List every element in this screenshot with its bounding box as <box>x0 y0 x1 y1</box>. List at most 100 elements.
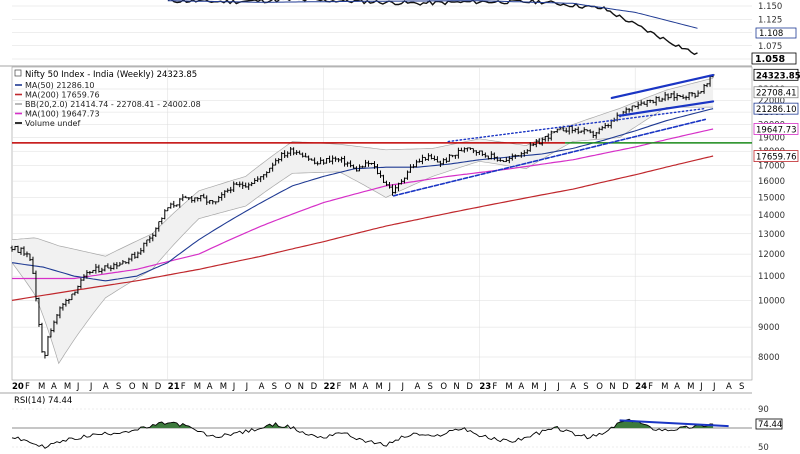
value-tag: 22708.41 <box>754 87 798 99</box>
top-ma-tag-text: 1.108 <box>759 29 783 39</box>
rsi-title: RSI(14) 74.44 <box>14 396 72 406</box>
value-tag: 17659.76 <box>754 151 798 163</box>
legend-label-ma200: MA(200) 17659.76 <box>25 91 100 100</box>
x-axis-label: D <box>622 382 629 392</box>
rsi-line <box>12 419 713 448</box>
value-tag-text: 21286.10 <box>756 105 797 115</box>
x-axis-label: 22 <box>324 382 336 392</box>
price-y-tick-label: 15000 <box>758 193 785 203</box>
x-axis-label: A <box>259 382 265 392</box>
x-axis-label: A <box>570 382 576 392</box>
x-axis-label: F <box>492 382 497 392</box>
price-y-tick-label: 12000 <box>758 250 785 260</box>
x-axis-label: M <box>376 382 383 392</box>
legend-label-bb: BB(20,2.0) 21414.74 - 22708.41 - 24002.0… <box>25 100 201 109</box>
x-axis-label: M <box>64 382 71 392</box>
legend-label-ma100: MA(100) 19647.73 <box>25 110 100 119</box>
x-axis-label: S <box>739 382 744 392</box>
x-axis-label: S <box>272 382 277 392</box>
value-tag: 19647.73 <box>754 123 798 135</box>
x-axis-label: J <box>556 382 560 392</box>
x-axis-label: F <box>648 382 653 392</box>
x-axis-label: O <box>129 382 136 392</box>
top-ma-tag: 1.108 <box>756 28 796 39</box>
x-axis-label: D <box>466 382 473 392</box>
x-axis-label: M <box>661 382 668 392</box>
price-y-tick-label: 8000 <box>758 353 780 363</box>
x-axis-label: 20 <box>12 382 24 392</box>
x-axis-label: M <box>687 382 694 392</box>
top-y-tick-label: 1.150 <box>758 2 782 12</box>
price-y-tick-label: 17000 <box>758 162 785 172</box>
legend-label-vol: Volume undef <box>25 119 80 128</box>
x-axis-label: O <box>440 382 447 392</box>
rsi-value-tag: 74.44 <box>756 419 782 430</box>
value-tag-text: 22708.41 <box>756 89 797 99</box>
x-axis-label: O <box>596 382 603 392</box>
x-axis-label: N <box>142 382 148 392</box>
x-axis-label: D <box>155 382 162 392</box>
x-axis-label: M <box>194 382 201 392</box>
x-axis-label: J <box>387 382 391 392</box>
value-tag-text: 17659.76 <box>756 153 797 163</box>
top-price-tag: 1.058 <box>752 53 796 65</box>
value-tag: 21286.10 <box>754 103 798 115</box>
x-axis-label: J <box>543 382 547 392</box>
rsi-y-tick-label: 50 <box>758 443 769 450</box>
price-y-tick-label: 16000 <box>758 177 785 187</box>
x-axis-label: J <box>712 382 716 392</box>
x-axis-label: M <box>220 382 227 392</box>
top-price-line <box>168 0 698 54</box>
price-y-tick-label: 13000 <box>758 230 785 240</box>
top-y-tick-label: 1.075 <box>758 42 782 52</box>
x-axis-label: F <box>25 382 30 392</box>
price-y-tick-label: 9000 <box>758 323 780 333</box>
value-tag-text: 24323.85 <box>756 71 800 81</box>
chart-title: Nifty 50 Index - India (Weekly) 24323.85 <box>25 70 197 80</box>
x-axis-label: M <box>531 382 538 392</box>
price-y-tick-label: 10000 <box>758 296 785 306</box>
x-axis-label: S <box>116 382 121 392</box>
value-tag: 24323.85 <box>754 69 800 81</box>
x-axis-label: N <box>453 382 459 392</box>
x-axis-label: 24 <box>635 382 647 392</box>
value-tag-text: 19647.73 <box>756 125 797 135</box>
price-y-tick-label: 11000 <box>758 272 785 282</box>
x-axis-label: J <box>89 382 93 392</box>
x-axis-label: S <box>427 382 432 392</box>
x-axis-label: M <box>350 382 357 392</box>
x-axis-label: J <box>699 382 703 392</box>
x-axis-label: J <box>232 382 236 392</box>
legend-label-ma50: MA(50) 21286.10 <box>25 81 95 90</box>
price-panel: 2300022000210002000019000180001700016000… <box>11 67 800 380</box>
top-price-tag-text: 1.058 <box>755 54 785 65</box>
x-axis-label: N <box>298 382 304 392</box>
x-axis-label: F <box>337 382 342 392</box>
x-axis-label: A <box>726 382 732 392</box>
x-axis-label: M <box>38 382 45 392</box>
x-axis-label: S <box>583 382 588 392</box>
x-axis-label: J <box>245 382 249 392</box>
x-axis-label: A <box>207 382 213 392</box>
x-axis-label: A <box>674 382 680 392</box>
x-axis-label: O <box>285 382 292 392</box>
top-y-tick-label: 1.125 <box>758 15 782 25</box>
x-axis-label: D <box>311 382 318 392</box>
x-axis-label: N <box>609 382 615 392</box>
rsi-y-tick-label: 90 <box>758 405 769 415</box>
rsi-panel-series <box>12 419 729 448</box>
x-axis-label: A <box>363 382 369 392</box>
price-y-tick-label: 14000 <box>758 211 785 221</box>
x-axis-label: 23 <box>479 382 491 392</box>
x-axis-label: A <box>518 382 524 392</box>
x-axis-label: A <box>103 382 109 392</box>
x-axis-label: J <box>400 382 404 392</box>
x-axis-label: F <box>181 382 186 392</box>
x-axis-label: 21 <box>168 382 180 392</box>
rsi-overbought-fill <box>141 422 192 428</box>
x-axis-label: M <box>505 382 512 392</box>
